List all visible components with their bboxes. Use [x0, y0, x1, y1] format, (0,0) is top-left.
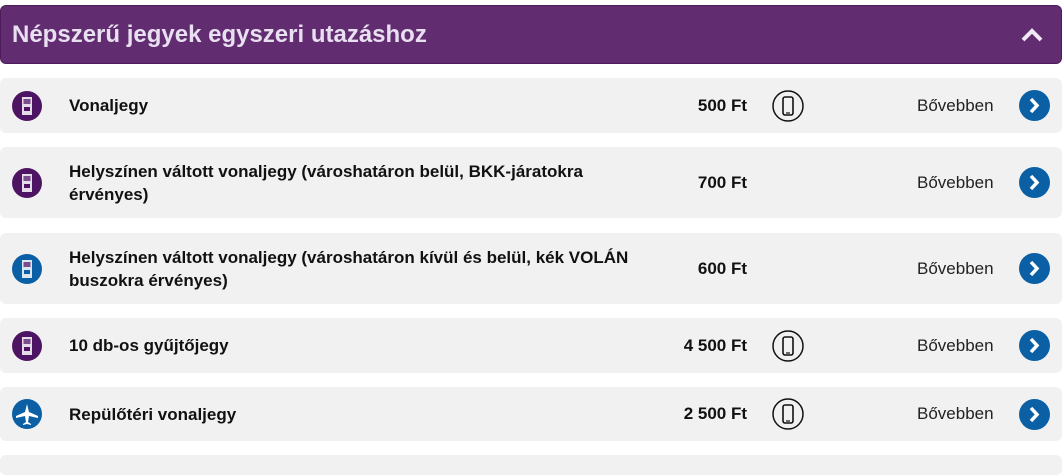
- bus-ticket-icon: [12, 253, 42, 284]
- more-link[interactable]: Bővebben: [917, 404, 994, 423]
- more-link[interactable]: Bővebben: [917, 172, 994, 192]
- ticket-name: Repülőtéri vonaljegy: [69, 404, 237, 424]
- chevron-right-icon[interactable]: [1019, 167, 1050, 198]
- mobile-phone-icon: [772, 89, 804, 122]
- ticket-bundle-icon: [12, 330, 42, 361]
- ticket-name: Helyszínen váltott vonaljegy (városhatár…: [69, 161, 583, 204]
- more-link[interactable]: Bővebben: [917, 258, 994, 278]
- ticket-name: Vonaljegy: [69, 96, 149, 115]
- ticket-row[interactable]: Helyszínen váltott vonaljegy (városhatár…: [0, 233, 1062, 304]
- chevron-right-icon[interactable]: [1019, 90, 1050, 121]
- mobile-phone-icon: [772, 398, 804, 430]
- ticket-price: 700 Ft: [697, 172, 747, 192]
- ticket-icon: [12, 167, 42, 198]
- section-title: Népszerű jegyek egyszeri utazáshoz: [12, 20, 427, 48]
- ticket-row[interactable]: 10 db-os gyűjtőjegy 4 500 Ft Bővebben: [0, 318, 1062, 373]
- chevron-right-icon[interactable]: [1019, 398, 1050, 430]
- ticket-name: Helyszínen váltott vonaljegy (városhatár…: [69, 247, 629, 290]
- ticket-row[interactable]: Helyszínen váltott vonaljegy (városhatár…: [0, 147, 1062, 218]
- ticket-price: 500 Ft: [697, 95, 747, 115]
- section-header[interactable]: Népszerű jegyek egyszeri utazáshoz: [0, 5, 1062, 64]
- ticket-icon: [12, 90, 42, 121]
- ticket-price: 4 500 Ft: [683, 335, 747, 355]
- ticket-row-partial: [0, 455, 1062, 475]
- mobile-phone-icon: [772, 329, 804, 362]
- chevron-right-icon[interactable]: [1019, 330, 1050, 361]
- chevron-right-icon[interactable]: [1019, 253, 1050, 284]
- ticket-row[interactable]: Repülőtéri vonaljegy 2 500 Ft Bővebben: [0, 387, 1062, 441]
- ticket-price: 600 Ft: [697, 258, 747, 278]
- more-link[interactable]: Bővebben: [917, 335, 994, 355]
- ticket-row[interactable]: Vonaljegy 500 Ft Bővebben: [0, 78, 1062, 133]
- ticket-price: 2 500 Ft: [683, 404, 747, 423]
- ticket-name: 10 db-os gyűjtőjegy: [69, 336, 229, 355]
- more-link[interactable]: Bővebben: [917, 95, 994, 115]
- airplane-icon: [12, 399, 42, 429]
- chevron-up-icon[interactable]: [1021, 24, 1043, 46]
